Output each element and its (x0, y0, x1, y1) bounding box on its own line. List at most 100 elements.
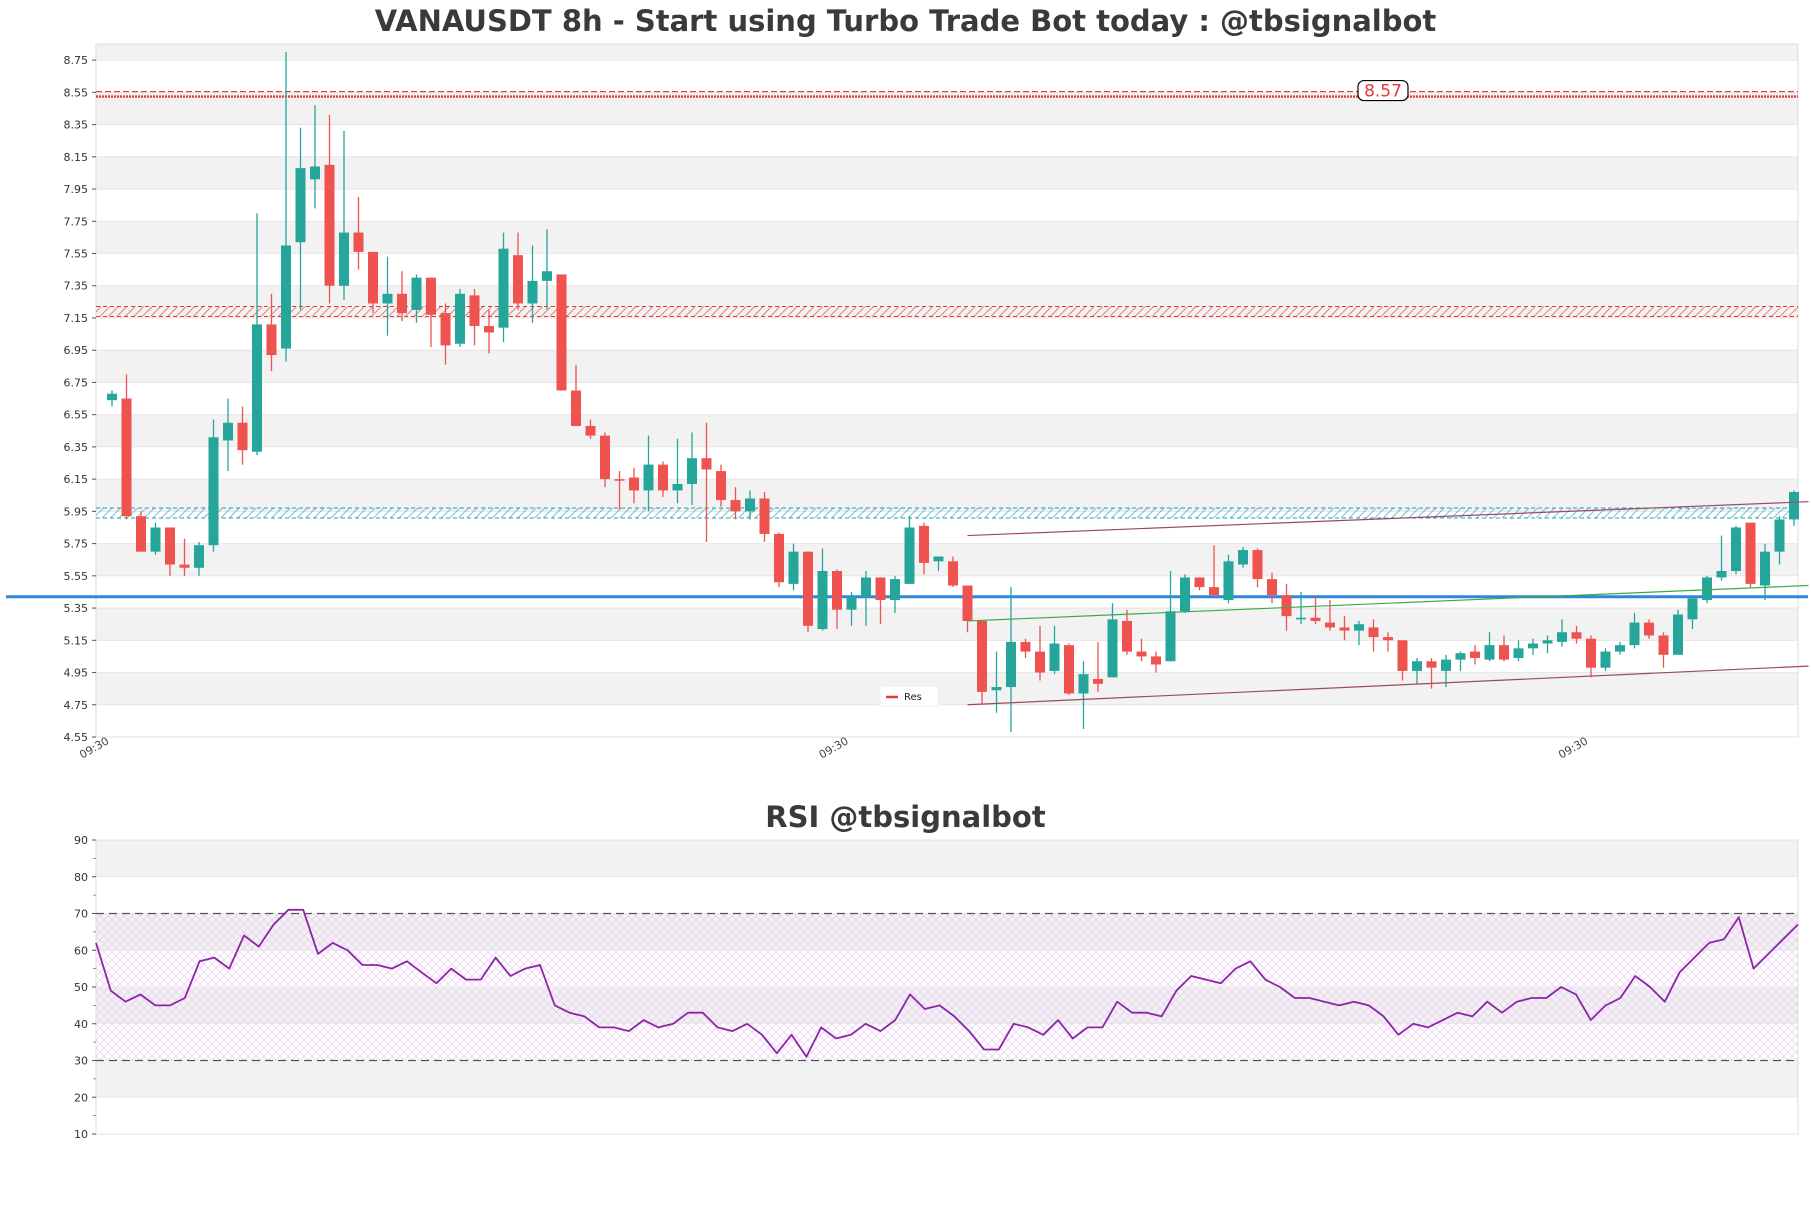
candle-body (1252, 550, 1263, 580)
rsi-y-tick-label: 20 (74, 1091, 88, 1104)
y-tick-label: 7.75 (64, 215, 89, 228)
candle-body (1354, 624, 1364, 631)
candle-body (556, 274, 567, 391)
candle-body (150, 527, 161, 552)
rsi-band (96, 840, 1798, 877)
price-level-label-box (1357, 79, 1409, 102)
candle-body (121, 398, 132, 517)
candle-body (165, 527, 175, 565)
y-tick-label: 5.95 (64, 505, 89, 518)
candle-body (1716, 571, 1727, 578)
candle-body (672, 483, 683, 491)
y-tick-label: 8.35 (64, 119, 89, 132)
grid-band (96, 479, 1798, 512)
candle-body (411, 277, 422, 310)
rsi-y-tick-label: 70 (74, 908, 88, 921)
candle-body (861, 577, 871, 597)
candle-body (571, 390, 581, 426)
y-tick-label: 8.75 (64, 54, 89, 67)
candle-body (716, 471, 726, 501)
candle-body (484, 326, 494, 333)
candle-body (1455, 653, 1466, 660)
candle-body (890, 579, 900, 601)
candle-body (455, 293, 465, 344)
candle-body (1238, 550, 1248, 565)
candle-body (614, 479, 625, 481)
candle-body (223, 422, 233, 441)
candle-body (1542, 640, 1553, 644)
candle-body (339, 232, 349, 286)
candle-body (643, 464, 654, 491)
candle-body (658, 464, 668, 491)
grid-band (96, 350, 1798, 383)
candle-body (1412, 661, 1422, 671)
candle-body (1296, 617, 1306, 620)
candle-body (440, 313, 451, 346)
candle-body (585, 425, 596, 436)
candle-body (295, 168, 306, 243)
candle-body (1006, 641, 1016, 688)
candle-body (832, 571, 842, 610)
grid-band (96, 221, 1798, 254)
candle-body (933, 556, 944, 562)
candle-body (1122, 620, 1132, 652)
candle-body (687, 458, 697, 484)
candle-body (1499, 645, 1509, 660)
candle-body (1397, 640, 1408, 671)
candle-body (1615, 645, 1625, 652)
rsi-y-tick-label: 40 (74, 1018, 88, 1031)
candle-body (1020, 641, 1031, 652)
y-tick-label: 7.15 (64, 312, 89, 325)
candle-body (904, 527, 915, 584)
y-tick-label: 7.95 (64, 183, 89, 196)
candle-body (919, 525, 929, 563)
price-level-label: 8.57 (1364, 82, 1402, 102)
candle-body (469, 295, 480, 327)
candle-body (1484, 645, 1495, 660)
trendline (967, 501, 1809, 537)
candle-body (1194, 577, 1205, 588)
y-tick-label: 5.15 (64, 634, 89, 647)
candle-body (498, 248, 509, 328)
candle-body (1223, 561, 1234, 601)
candle-body (948, 561, 958, 586)
candle-body (1513, 648, 1524, 659)
rsi-y-tick-label: 50 (74, 981, 88, 994)
y-tick-label: 5.75 (64, 538, 89, 551)
candle-body (600, 435, 610, 480)
level-zone (96, 507, 1798, 518)
candle-body (513, 255, 523, 304)
trendline (967, 665, 1809, 706)
candle-body (803, 551, 813, 626)
candle-body (194, 545, 204, 568)
candle-body (368, 251, 378, 304)
candle-body (1629, 622, 1640, 646)
candle-body (1673, 614, 1683, 655)
grid-band (96, 672, 1798, 705)
y-tick-label: 8.55 (64, 86, 89, 99)
candle-body (875, 577, 886, 601)
candle-body (324, 164, 335, 286)
candle-body (527, 280, 538, 304)
y-tick-label: 4.95 (64, 667, 89, 680)
candle-body (1165, 611, 1176, 662)
rsi-y-tick-label: 30 (74, 1055, 88, 1068)
candle-body (1658, 635, 1669, 655)
candle-body (962, 585, 973, 621)
candle-body (730, 500, 741, 512)
candle-body (1267, 579, 1277, 596)
candle-body (1470, 651, 1480, 659)
y-tick-label: 4.55 (64, 731, 89, 744)
candle-body (817, 571, 828, 630)
candle-body (1789, 492, 1799, 520)
candle-body (1281, 595, 1292, 617)
candle-body (1702, 577, 1712, 601)
candle-body (1325, 622, 1335, 628)
grid-band (96, 608, 1798, 641)
candle-body (1760, 551, 1770, 586)
price-candlestick-chart: 8.75 8.55 8.35 8.15 7.95 7.75 7.55 7.35 7.15 6.95… (6, 43, 1809, 762)
candle-body (1571, 632, 1582, 639)
candle-body (846, 596, 857, 610)
candle-body (1600, 651, 1611, 668)
